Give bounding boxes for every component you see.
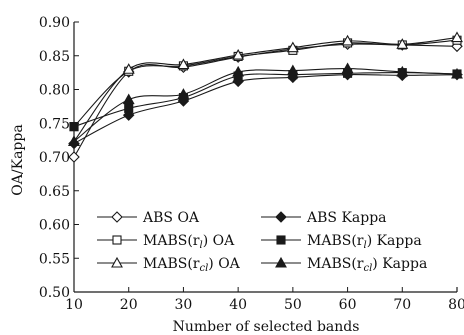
- data-point: [396, 38, 409, 49]
- legend-item: MABS(rl) OA: [97, 233, 235, 251]
- legend-marker: [275, 211, 287, 223]
- legend-label: MABS(rl) Kappa: [307, 233, 422, 251]
- x-axis-title: Number of selected bands: [173, 319, 360, 335]
- axes: 0.50 0.55 0.60 0.65 0.70 0.75 0.80 0.85 0.90 10 20…: [39, 15, 464, 313]
- x-tick-label: 50: [284, 297, 302, 313]
- data-point: [177, 88, 190, 99]
- data-point: [124, 103, 134, 113]
- x-tick-label: 70: [393, 297, 411, 313]
- y-tick-label: 0.70: [39, 150, 70, 166]
- y-tick-label: 0.80: [39, 83, 70, 99]
- x-tick-label: 80: [448, 297, 464, 313]
- legend-item: MABS(rcl) Kappa: [261, 256, 427, 274]
- series-line: [73, 72, 458, 128]
- data-point: [69, 122, 79, 132]
- data-point: [177, 58, 190, 70]
- data-point: [341, 62, 354, 74]
- legend-label: ABS Kappa: [306, 210, 387, 226]
- legend-marker: [111, 256, 123, 268]
- y-tick-label: 0.50: [39, 285, 70, 301]
- legend-label: MABS(rcl) Kappa: [307, 256, 427, 274]
- data-point: [68, 151, 80, 163]
- y-axis-title: OA/Kappa: [10, 124, 26, 195]
- legend-label: ABS OA: [142, 210, 200, 226]
- y-tick-label: 0.60: [39, 218, 70, 234]
- legend: ABS OA ABS Kappa MABS(rl) OA MABS(rl) Kappa…: [97, 210, 427, 274]
- legend-item: MABS(rcl) OA: [97, 256, 241, 274]
- x-tick-label: 60: [339, 297, 357, 313]
- legend-marker: [276, 235, 286, 245]
- y-tick-label: 0.90: [39, 15, 70, 31]
- legend-marker: [112, 235, 122, 245]
- data-point: [341, 34, 354, 46]
- series-5: [68, 62, 463, 147]
- x-tick-label: 10: [65, 297, 83, 313]
- y-tick-label: 0.75: [39, 116, 70, 132]
- x-tick-label: 30: [175, 297, 193, 313]
- y-tick-label: 0.55: [39, 251, 70, 267]
- y-tick-label: 0.85: [39, 49, 70, 65]
- legend-item: ABS Kappa: [261, 210, 387, 226]
- data-point: [232, 65, 245, 77]
- data-point: [232, 48, 245, 60]
- legend-marker: [275, 256, 287, 268]
- data-point: [122, 93, 135, 105]
- legend-marker: [111, 211, 123, 223]
- data-point: [451, 67, 463, 79]
- data-point: [396, 65, 409, 77]
- x-tick-label: 40: [229, 297, 247, 313]
- data-point: [451, 31, 463, 43]
- data-point: [68, 135, 80, 147]
- legend-item: MABS(rl) Kappa: [261, 233, 422, 251]
- data-point: [286, 64, 299, 76]
- legend-item: ABS OA: [97, 210, 200, 226]
- series-layer: [68, 31, 463, 163]
- data-point: [286, 41, 299, 53]
- data-point: [122, 63, 135, 74]
- x-tick-label: 20: [120, 297, 138, 313]
- legend-label: MABS(rl) OA: [143, 233, 235, 251]
- y-tick-label: 0.65: [39, 184, 70, 200]
- legend-label: MABS(rcl) OA: [143, 256, 241, 274]
